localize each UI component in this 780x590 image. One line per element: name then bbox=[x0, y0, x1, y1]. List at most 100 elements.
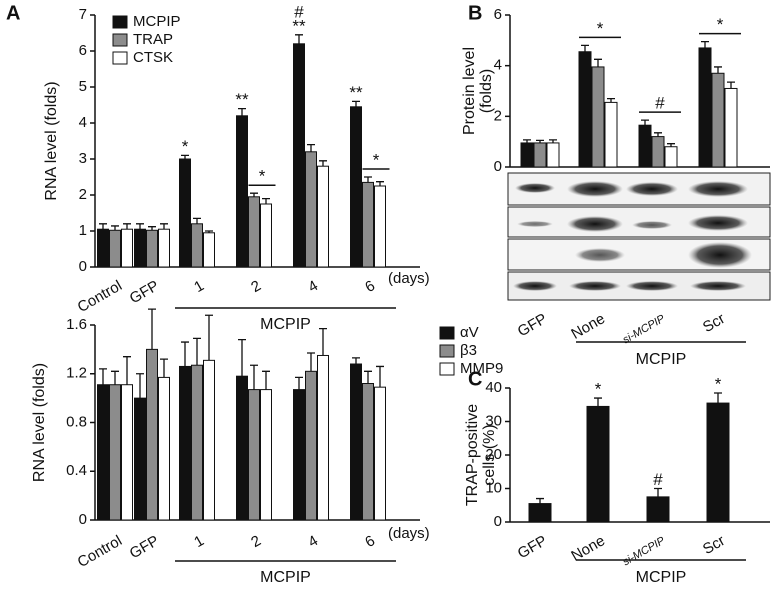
bar bbox=[236, 115, 248, 268]
x-tick-label: GFP bbox=[127, 277, 162, 307]
legend-swatch bbox=[112, 15, 128, 29]
bar bbox=[724, 87, 738, 168]
y-tick-label: 2 bbox=[79, 186, 87, 203]
bar bbox=[638, 124, 652, 168]
annotation: * bbox=[595, 380, 602, 399]
error-bar bbox=[262, 370, 270, 390]
annotation: ** bbox=[292, 16, 306, 35]
error-bar bbox=[376, 181, 384, 186]
x-tick-label: 2 bbox=[248, 277, 264, 296]
bar bbox=[134, 228, 146, 268]
annotation: # bbox=[294, 2, 304, 21]
bar bbox=[146, 348, 158, 521]
bar bbox=[121, 228, 133, 268]
bar bbox=[203, 232, 215, 268]
bar bbox=[646, 496, 670, 523]
bar bbox=[260, 203, 272, 268]
x-tick-label: GFP bbox=[515, 532, 550, 562]
bar bbox=[591, 66, 605, 168]
y-tick-label: 0.8 bbox=[66, 413, 87, 430]
error-bar bbox=[701, 40, 709, 48]
y-tick-label: 5 bbox=[79, 78, 87, 95]
error-bar bbox=[160, 223, 168, 230]
unit-label: (days) bbox=[388, 525, 430, 542]
y-axis-label: TRAP-positive bbox=[464, 404, 481, 506]
y-tick-label: 4 bbox=[79, 114, 87, 131]
error-bar bbox=[193, 337, 201, 366]
bar bbox=[706, 402, 730, 523]
annotation: # bbox=[655, 94, 665, 113]
error-bar bbox=[136, 373, 144, 399]
x-tick-label: 4 bbox=[305, 532, 321, 551]
panel-label: A bbox=[6, 2, 20, 24]
bar bbox=[109, 229, 121, 268]
error-bar bbox=[99, 368, 107, 385]
bar bbox=[146, 229, 158, 268]
error-bar bbox=[714, 66, 722, 74]
y-tick-label: 1 bbox=[79, 222, 87, 239]
bar bbox=[179, 158, 191, 268]
y-tick-label: 40 bbox=[485, 379, 502, 396]
x-tick-label: GFP bbox=[127, 532, 162, 562]
bar bbox=[533, 142, 547, 168]
error-bar bbox=[181, 154, 189, 159]
legend-swatch bbox=[439, 326, 455, 340]
bar bbox=[664, 146, 678, 168]
error-bar bbox=[250, 364, 258, 390]
y-tick-label: 6 bbox=[494, 6, 502, 23]
bar bbox=[528, 503, 552, 523]
y-axis-label: cells (%) bbox=[481, 424, 498, 485]
bar bbox=[362, 181, 374, 268]
panel-label: C bbox=[468, 368, 482, 390]
error-bar bbox=[319, 328, 327, 356]
y-tick-label: 0 bbox=[79, 511, 87, 528]
bar bbox=[374, 185, 386, 268]
error-bar bbox=[238, 338, 246, 377]
bar bbox=[651, 136, 665, 168]
legend-label: β3 bbox=[460, 342, 477, 359]
y-axis-label: RNA level (folds) bbox=[31, 363, 48, 482]
group-label: MCPIP bbox=[260, 569, 311, 586]
legend-swatch bbox=[112, 33, 128, 47]
y-tick-label: 30 bbox=[485, 412, 502, 429]
bar bbox=[305, 370, 317, 521]
group-label: MCPIP bbox=[636, 569, 687, 586]
bar bbox=[293, 43, 305, 268]
x-tick-label: 6 bbox=[362, 532, 378, 551]
annotation: * bbox=[715, 375, 722, 394]
x-tick-label: si-MCPIP bbox=[621, 312, 668, 346]
x-tick-label: Control bbox=[75, 277, 125, 316]
legend-label: MCPIP bbox=[133, 13, 181, 30]
bar bbox=[248, 389, 260, 521]
bar bbox=[305, 151, 317, 268]
bar bbox=[350, 106, 362, 268]
bar bbox=[121, 384, 133, 521]
bar bbox=[158, 376, 170, 521]
y-axis-label: Protein level bbox=[461, 47, 478, 135]
legend-swatch bbox=[439, 362, 455, 376]
error-bar bbox=[319, 160, 327, 167]
error-bar bbox=[238, 107, 246, 116]
error-bar bbox=[307, 352, 315, 372]
x-tick-label: Control bbox=[75, 532, 125, 571]
error-bar bbox=[727, 81, 735, 89]
bar bbox=[586, 405, 610, 523]
error-bar bbox=[295, 34, 303, 44]
annotation: # bbox=[653, 470, 663, 489]
error-bar bbox=[262, 197, 270, 204]
y-tick-label: 1.2 bbox=[66, 365, 87, 382]
error-bar bbox=[667, 143, 675, 147]
bar bbox=[362, 383, 374, 521]
error-bar bbox=[654, 487, 662, 497]
bar bbox=[578, 51, 592, 168]
y-tick-label: 10 bbox=[485, 479, 502, 496]
x-tick-label: 1 bbox=[191, 532, 207, 551]
error-bar bbox=[641, 119, 649, 126]
group-label: MCPIP bbox=[636, 351, 687, 368]
annotation: * bbox=[597, 19, 604, 38]
bar bbox=[317, 165, 329, 268]
x-tick-label: 2 bbox=[248, 532, 264, 551]
y-tick-label: 4 bbox=[494, 57, 502, 74]
error-bar bbox=[181, 341, 189, 367]
